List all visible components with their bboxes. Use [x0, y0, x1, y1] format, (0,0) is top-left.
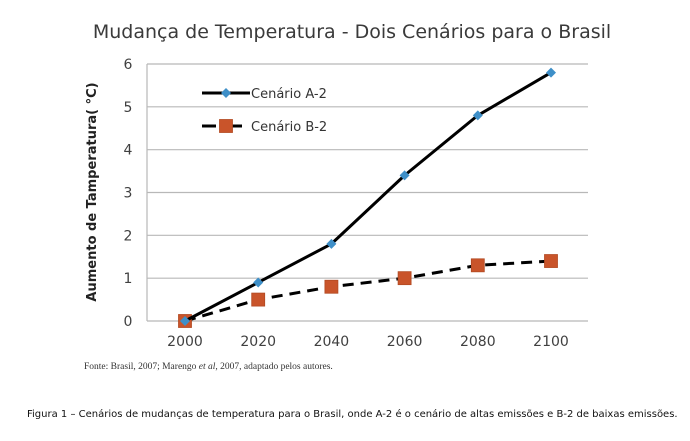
data-point — [251, 292, 266, 307]
data-point — [399, 170, 410, 181]
data-point — [326, 238, 337, 249]
legend-item: Cenário A-2 — [202, 87, 327, 102]
y-tick-label: 3 — [124, 186, 133, 202]
legend-marker — [221, 88, 231, 98]
series-line — [184, 259, 552, 323]
series-layer — [178, 67, 558, 328]
chart-title: Mudança de Temperatura - Dois Cenários p… — [93, 21, 611, 43]
figure-caption: Figura 1 – Cenários de mudanças de tempe… — [27, 409, 678, 420]
plot-frame — [146, 64, 588, 322]
y-tick-label: 5 — [124, 100, 133, 116]
y-tick-label: 0 — [124, 314, 133, 330]
grid — [147, 63, 588, 279]
x-axis-ticks: 2000 2020 2040 2060 2080 2100 — [167, 334, 569, 350]
data-point — [472, 110, 483, 121]
legend-marker — [219, 119, 233, 133]
data-point — [253, 277, 264, 288]
x-tick-label: 2100 — [533, 334, 569, 350]
legend: Cenário A-2 Cenário B-2 — [202, 87, 327, 135]
data-point — [397, 271, 412, 286]
data-point — [180, 316, 190, 326]
data-point — [546, 67, 556, 78]
y-tick-label: 2 — [124, 228, 133, 244]
y-tick-label: 6 — [124, 57, 133, 73]
y-axis-ticks: 0 1 2 3 4 5 6 — [124, 57, 133, 330]
data-point — [470, 258, 485, 273]
source-suffix: , 2007, adaptado pelos autores. — [215, 362, 333, 372]
y-tick-label: 4 — [124, 143, 133, 159]
legend-label: Cenário B-2 — [251, 120, 327, 135]
x-tick-label: 2080 — [460, 334, 496, 350]
series-cen-rio-b-2 — [178, 254, 558, 328]
x-tick-label: 2060 — [387, 334, 423, 350]
source-italic: et al — [198, 362, 216, 372]
x-tick-label: 2000 — [167, 334, 203, 350]
data-point — [544, 254, 558, 268]
legend-item: Cenário B-2 — [202, 119, 327, 135]
legend-label: Cenário A-2 — [251, 87, 327, 102]
chart: Mudança de Temperatura - Dois Cenários p… — [85, 21, 611, 350]
source-prefix: Fonte: Brasil, 2007; Marengo — [84, 362, 199, 372]
series-cen-rio-a-2 — [180, 67, 556, 326]
series-line — [184, 71, 552, 323]
y-axis-label: Aumento de Tamperatura( °C) — [85, 82, 100, 301]
x-tick-label: 2020 — [240, 334, 276, 350]
x-tick-label: 2040 — [314, 334, 350, 350]
source-note: Fonte: Brasil, 2007; Marengo et al, 2007… — [84, 362, 333, 372]
y-tick-label: 1 — [124, 271, 133, 287]
data-point — [324, 279, 339, 294]
